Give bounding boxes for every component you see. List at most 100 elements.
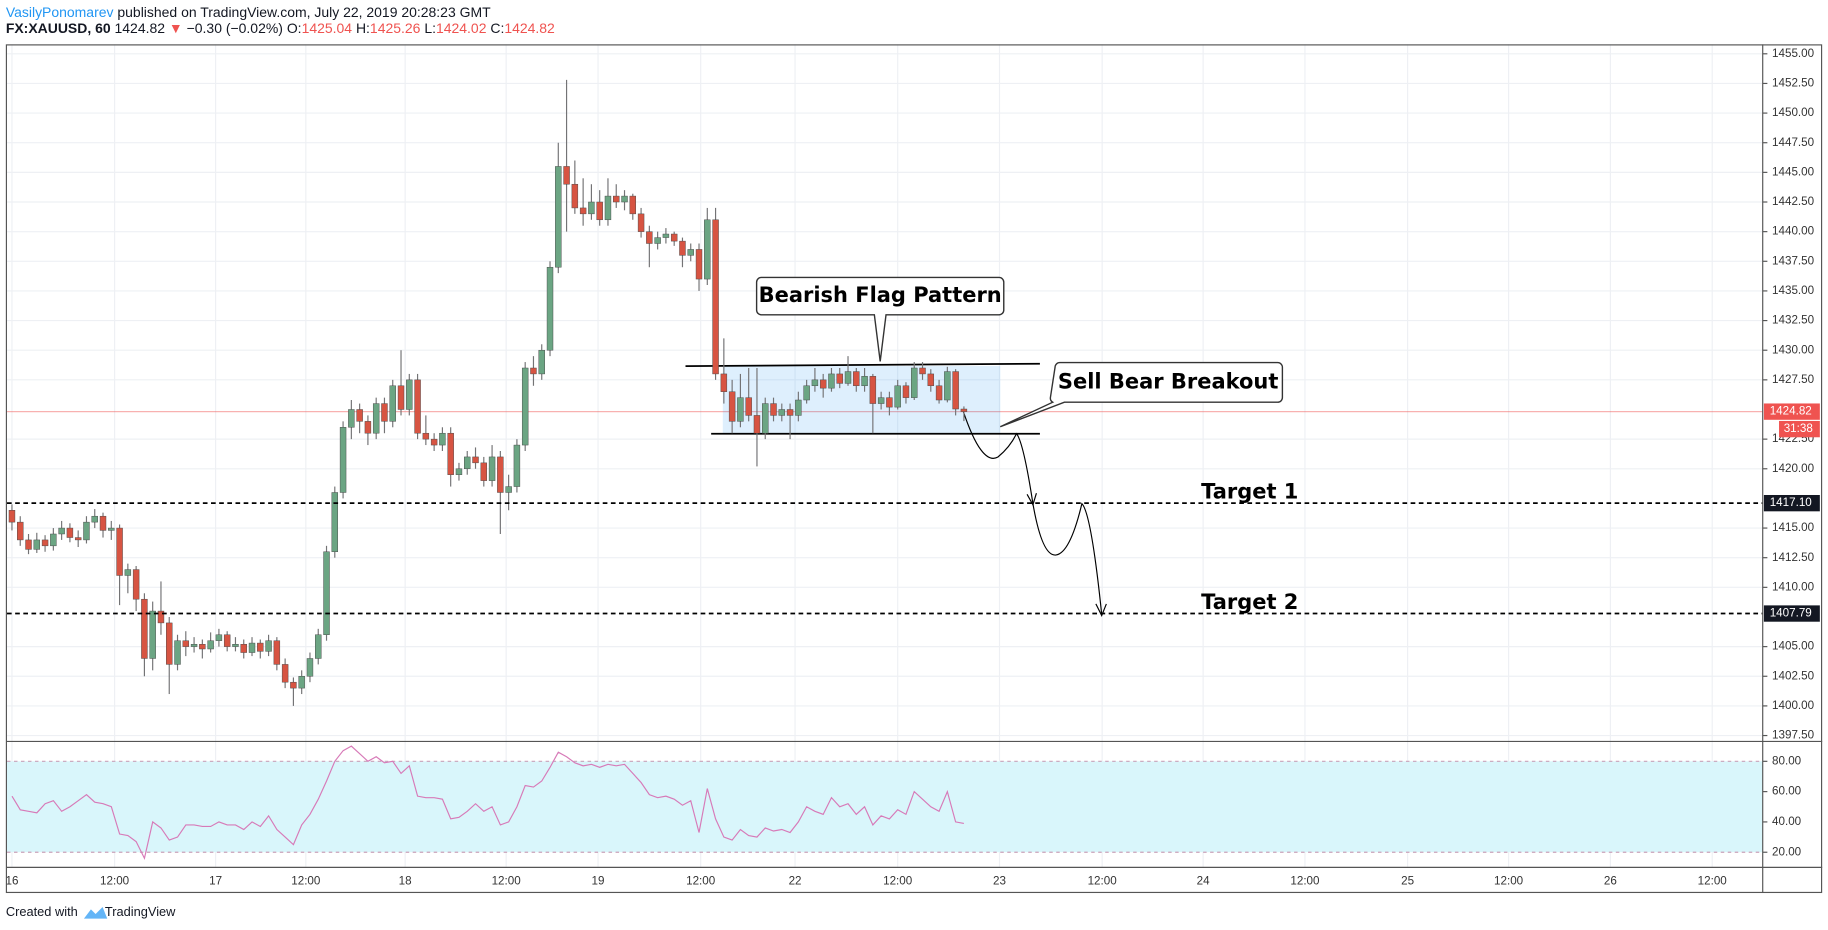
x-tick-label: 24	[1197, 874, 1210, 887]
candle-body	[306, 658, 314, 677]
footer-brand[interactable]: TradingView	[105, 904, 176, 919]
candle-body	[579, 207, 587, 215]
candle-body	[521, 367, 529, 446]
rsi-line	[11, 745, 965, 861]
y-tick-label: 1450.00	[1772, 106, 1815, 119]
y-tick-label: 1415.00	[1772, 521, 1815, 534]
l-value: 1424.02	[436, 20, 487, 36]
o-value: 1425.04	[302, 20, 353, 36]
candle-body	[389, 385, 396, 422]
candle-body	[555, 166, 562, 268]
c-label: C:	[490, 20, 504, 36]
x-tick-label: 12:00	[291, 874, 321, 887]
logo[interactable]	[83, 907, 108, 919]
candle-body	[364, 421, 372, 434]
candle-body	[919, 367, 926, 375]
arrow: ▼	[169, 20, 183, 36]
candle-body	[464, 456, 471, 470]
candle-body	[646, 231, 653, 244]
author[interactable]: VasilyPonomarev	[6, 4, 114, 20]
candle-body	[430, 438, 438, 446]
candle-body	[240, 644, 247, 653]
candle-body	[712, 219, 719, 375]
y-tick-label: 1427.50	[1772, 373, 1815, 386]
candle-body	[41, 539, 49, 547]
candle-body	[770, 403, 777, 416]
candle-body	[174, 640, 181, 665]
candle-body	[290, 681, 297, 689]
candle-body	[116, 527, 123, 576]
candle-body	[315, 634, 322, 659]
candle-body	[679, 240, 686, 256]
candle-body	[497, 456, 504, 493]
candle-body	[215, 634, 223, 641]
overlay: Bearish Flag Pattern Sell Bear Breakout …	[5, 47, 1820, 887]
candle-body	[513, 444, 521, 487]
candle-body	[877, 397, 885, 404]
candle-body	[406, 379, 413, 410]
candle-body	[538, 349, 545, 375]
x-tick-label: 12:00	[1088, 874, 1118, 887]
candle-body	[911, 367, 918, 398]
price-tag-label: 1417.10	[1770, 496, 1813, 509]
y-tick-label: 1447.50	[1772, 136, 1815, 149]
candle-body	[819, 379, 827, 389]
y-tick-label: 80.00	[1772, 754, 1802, 767]
candle-body	[414, 379, 421, 434]
flag-top	[685, 362, 1040, 367]
symbol: FX:XAUUSD, 60	[6, 20, 111, 36]
y-tick-label: 1410.00	[1772, 580, 1815, 593]
x-tick-label: 12:00	[686, 874, 716, 887]
candle-body	[397, 385, 405, 410]
candle-body	[894, 385, 901, 408]
h-value: 1425.26	[370, 20, 421, 36]
candle-body	[108, 527, 115, 531]
candle-body	[422, 432, 430, 440]
header-line: VasilyPonomarev published on TradingView…	[6, 4, 491, 20]
candle-body	[50, 533, 57, 547]
candle-body	[960, 408, 968, 412]
candle-body	[720, 373, 728, 392]
y-tick-label: 60.00	[1772, 785, 1802, 798]
candle-body	[530, 367, 537, 375]
candle-body	[17, 521, 24, 541]
price-tag-label: 1407.79	[1770, 607, 1812, 620]
candle-body	[803, 385, 810, 401]
candle-body	[778, 409, 786, 416]
candle-body	[811, 379, 819, 387]
countdown-tag	[1779, 420, 1820, 438]
candle-body	[745, 397, 752, 416]
candle-body	[604, 195, 612, 221]
price-tag	[1763, 403, 1820, 420]
candle-body	[952, 371, 959, 410]
published: published on TradingView.com, July 22, 2…	[117, 4, 491, 20]
candle-body	[621, 195, 628, 203]
candle-body	[869, 376, 877, 404]
candle-body	[902, 385, 910, 398]
candle-body	[753, 415, 761, 434]
y-tick-label: 1445.00	[1772, 165, 1815, 178]
y-tick-label: 1430.00	[1772, 343, 1815, 356]
y-tick-label: 1435.00	[1772, 284, 1815, 297]
y-tick-label: 1440.00	[1772, 225, 1815, 238]
candle-body	[141, 598, 148, 659]
x-tick-label: 25	[1401, 874, 1414, 887]
x-tick-label: 12:00	[100, 874, 130, 887]
candle-body	[223, 634, 231, 647]
candle-body	[182, 640, 190, 647]
y-tick-label: 40.00	[1772, 815, 1802, 828]
candle-body	[74, 537, 82, 541]
x-tick-label: 12:00	[1290, 874, 1320, 887]
y-tick-label: 1402.50	[1772, 669, 1815, 682]
x-tick-label: 12:00	[1494, 874, 1524, 887]
candle-body	[248, 642, 256, 653]
candle-body	[861, 376, 868, 387]
candle-body	[828, 373, 835, 389]
y-tick-label: 1432.50	[1772, 314, 1815, 327]
candle-body	[207, 640, 214, 650]
candle-body	[596, 201, 603, 221]
candle-body	[157, 610, 165, 624]
candle-body	[25, 539, 32, 550]
target-label: Target 2	[1201, 590, 1298, 614]
candle-body	[58, 527, 65, 535]
